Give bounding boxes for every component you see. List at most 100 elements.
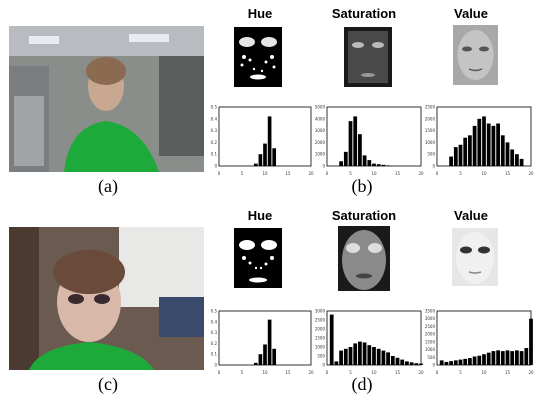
- y-tick-label: 0.4: [211, 319, 218, 324]
- histogram-bar: [472, 125, 477, 166]
- plot-frame: [326, 106, 422, 167]
- value-face-image-1: [453, 25, 498, 85]
- x-tick-label: 15: [505, 370, 511, 375]
- histogram-bar: [500, 135, 505, 166]
- y-tick-label: 1500: [425, 339, 436, 344]
- caption-c: (c): [98, 374, 118, 394]
- histogram-bar: [353, 116, 358, 166]
- y-tick-label: 4000: [315, 116, 326, 121]
- y-tick-label: 3000: [315, 128, 326, 133]
- histogram-bar: [334, 361, 339, 365]
- histogram-bar: [400, 359, 405, 365]
- histogram-bar: [376, 164, 381, 166]
- histogram-bar: [477, 355, 482, 365]
- x-tick-label: 5: [349, 171, 352, 176]
- histogram-bar: [367, 160, 372, 166]
- value-title-2: Value: [454, 208, 488, 223]
- x-tick-label: 10: [371, 171, 377, 176]
- y-tick-label: 0.2: [211, 341, 218, 346]
- histogram-bar: [529, 318, 533, 365]
- histogram-bar: [348, 347, 353, 365]
- x-tick-label: 5: [241, 171, 244, 176]
- saturation-histogram-1: 0 5 10 15 20 0 1000 2000 3000 4000 5000: [315, 105, 424, 177]
- histogram-bar: [386, 352, 390, 365]
- histogram-bar: [449, 156, 453, 166]
- histogram-bar: [381, 164, 386, 166]
- y-tick-label: 0: [432, 363, 435, 368]
- histogram-bar: [486, 352, 491, 365]
- histogram-bar: [496, 350, 500, 365]
- x-tick-label: 15: [285, 171, 291, 176]
- histogram-bar: [496, 123, 500, 166]
- histogram-bar: [515, 154, 519, 166]
- histogram-bar: [453, 147, 458, 166]
- y-tick-label: 0.1: [211, 352, 218, 357]
- y-tick-label: 2500: [425, 324, 436, 329]
- histogram-bar: [491, 351, 496, 365]
- histogram-bar: [343, 151, 348, 166]
- histogram-bar: [358, 134, 362, 166]
- histogram-bar: [258, 154, 263, 166]
- histogram-bar: [439, 360, 444, 365]
- histogram-bar: [263, 143, 267, 166]
- histogram-bar: [358, 341, 362, 365]
- x-tick-label: 5: [459, 370, 462, 375]
- photo-a: [9, 26, 204, 172]
- histogram-bar: [381, 350, 386, 365]
- y-tick-label: 0.2: [211, 140, 218, 145]
- y-tick-label: 3500: [425, 309, 436, 314]
- histogram-bar: [353, 343, 358, 365]
- histogram-bar: [372, 163, 376, 166]
- y-tick-label: 5000: [315, 105, 326, 110]
- histogram-bar: [482, 354, 486, 365]
- caption-a: (a): [98, 176, 118, 196]
- histogram-bar: [505, 350, 510, 365]
- histogram-bar: [339, 161, 343, 166]
- y-tick-label: 0.1: [211, 152, 218, 157]
- histogram-bar: [419, 363, 423, 365]
- histogram-bar: [372, 347, 376, 365]
- histogram-bar: [468, 358, 472, 365]
- histogram-bar: [362, 342, 367, 365]
- x-tick-label: 20: [528, 171, 534, 176]
- y-tick-label: 2500: [315, 318, 326, 323]
- hue-histogram-1: 0 5 10 15 20 0 0.1 0.2 0.3 0.4 0.5: [211, 105, 314, 177]
- y-tick-label: 0: [432, 164, 435, 169]
- x-tick-label: 10: [371, 370, 377, 375]
- y-tick-label: 1000: [425, 140, 436, 145]
- saturation-title-2: Saturation: [331, 208, 397, 223]
- x-tick-label: 0: [436, 171, 439, 176]
- histogram-bar: [444, 361, 449, 365]
- saturation-face-image-2: [338, 226, 390, 291]
- x-tick-label: 15: [395, 370, 401, 375]
- x-tick-label: 10: [262, 370, 268, 375]
- histogram-bar: [362, 155, 367, 166]
- histogram-bar: [486, 123, 491, 166]
- x-tick-label: 15: [285, 370, 291, 375]
- y-tick-label: 0.5: [211, 309, 218, 314]
- histogram-bar: [409, 362, 414, 365]
- x-tick-label: 20: [308, 171, 314, 176]
- histogram-bar: [463, 137, 468, 166]
- x-tick-label: 20: [308, 370, 314, 375]
- histogram-bar: [267, 319, 272, 365]
- histogram-bar: [505, 142, 510, 166]
- histogram-bar: [405, 361, 409, 365]
- x-tick-label: 10: [481, 171, 487, 176]
- y-tick-label: 0.4: [211, 116, 218, 121]
- histogram-bar: [267, 116, 272, 166]
- histogram-bar: [510, 351, 515, 365]
- x-tick-label: 5: [241, 370, 244, 375]
- x-tick-label: 5: [349, 370, 352, 375]
- x-tick-label: 5: [459, 171, 462, 176]
- caption-b: (b): [351, 176, 373, 196]
- y-tick-label: 0: [322, 164, 325, 169]
- y-tick-label: 3000: [315, 309, 326, 314]
- histogram-bar: [449, 361, 453, 365]
- histogram-bar: [339, 350, 343, 365]
- y-tick-label: 1000: [315, 345, 326, 350]
- histogram-bar: [491, 125, 496, 166]
- hue-face-image-1: [234, 27, 282, 87]
- photo-c: [9, 227, 204, 370]
- histogram-bar: [519, 158, 524, 166]
